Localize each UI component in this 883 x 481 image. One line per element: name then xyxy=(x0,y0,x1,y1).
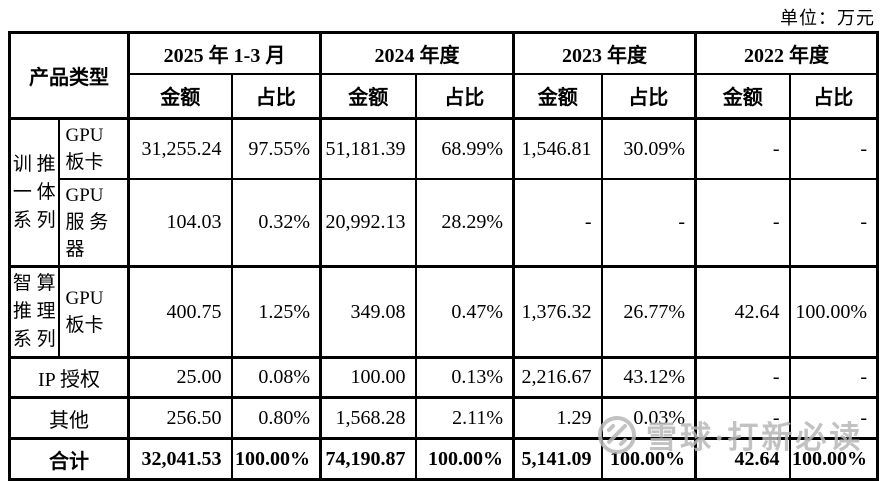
value-cell: 0.80% xyxy=(230,396,322,440)
header-ratio: 占比 xyxy=(414,72,515,120)
value-cell: 1.25% xyxy=(230,265,322,359)
row-label-other: 其他 xyxy=(8,396,130,440)
header-period-2022: 2022 年度 xyxy=(694,31,879,75)
value-cell: 100.00% xyxy=(230,437,322,481)
value-cell: 100.00 xyxy=(319,356,417,399)
value-cell: - xyxy=(694,178,791,268)
header-period-2024: 2024 年度 xyxy=(319,31,515,75)
value-cell: - xyxy=(600,178,697,268)
value-cell: - xyxy=(694,117,791,180)
value-cell: 32,041.53 xyxy=(127,437,233,481)
value-cell: 0.47% xyxy=(414,265,515,359)
value-cell: 68.99% xyxy=(414,117,515,180)
value-cell: 42.64 xyxy=(694,437,791,481)
value-cell: 31,255.24 xyxy=(127,117,233,180)
unit-label: 单位：万元 xyxy=(780,8,875,28)
value-cell: 400.75 xyxy=(127,265,233,359)
value-cell: 2.11% xyxy=(414,396,515,440)
value-cell: 104.03 xyxy=(127,178,233,268)
value-cell: 28.29% xyxy=(414,178,515,268)
value-cell: 100.00% xyxy=(788,437,879,481)
value-cell: 0.03% xyxy=(600,396,697,440)
value-cell: 100.00% xyxy=(600,437,697,481)
value-cell: 256.50 xyxy=(127,396,233,440)
value-cell: 0.32% xyxy=(230,178,322,268)
value-cell: 5,141.09 xyxy=(512,437,603,481)
value-cell: - xyxy=(694,356,791,399)
row-label-total: 合计 xyxy=(8,437,130,481)
value-cell: 100.00% xyxy=(788,265,879,359)
value-cell: - xyxy=(788,178,879,268)
row-product-label: GPU 板卡 xyxy=(57,117,130,180)
row-product-label: GPU 板卡 xyxy=(57,265,130,359)
header-period-2023: 2023 年度 xyxy=(512,31,697,75)
header-ratio: 占比 xyxy=(600,72,697,120)
header-amount: 金额 xyxy=(694,72,791,120)
value-cell: - xyxy=(694,396,791,440)
value-cell: 1,568.28 xyxy=(319,396,417,440)
header-amount: 金额 xyxy=(512,72,603,120)
value-cell: 0.08% xyxy=(230,356,322,399)
value-cell: 1,376.32 xyxy=(512,265,603,359)
value-cell: 20,992.13 xyxy=(319,178,417,268)
value-cell: 1.29 xyxy=(512,396,603,440)
row-product-label: GPU 服 务 器 xyxy=(57,178,130,268)
header-period-2025: 2025 年 1-3 月 xyxy=(126,31,322,75)
value-cell: 1,546.81 xyxy=(512,117,603,180)
header-amount: 金额 xyxy=(127,72,233,120)
row-label-ip: IP 授权 xyxy=(8,356,130,399)
value-cell: - xyxy=(788,356,879,399)
value-cell: - xyxy=(788,117,879,180)
value-cell: 42.64 xyxy=(694,265,791,359)
value-cell: 30.09% xyxy=(600,117,697,180)
header-ratio: 占比 xyxy=(230,72,322,120)
value-cell: - xyxy=(512,178,603,268)
value-cell: - xyxy=(788,396,879,440)
value-cell: 97.55% xyxy=(230,117,322,180)
value-cell: 51,181.39 xyxy=(319,117,417,180)
value-cell: 349.08 xyxy=(319,265,417,359)
header-product-type: 产品类型 xyxy=(8,31,130,120)
value-cell: 25.00 xyxy=(127,356,233,399)
value-cell: 43.12% xyxy=(600,356,697,399)
row-group-label: 训 推 一 体 系 列 xyxy=(8,117,60,268)
value-cell: 100.00% xyxy=(414,437,515,481)
product-revenue-table: 产品类型 2025 年 1-3 月 2024 年度 2023 年度 2022 年… xyxy=(8,31,880,481)
header-ratio: 占比 xyxy=(788,72,879,120)
value-cell: 2,216.67 xyxy=(512,356,603,399)
header-amount: 金额 xyxy=(319,72,417,120)
value-cell: 0.13% xyxy=(414,356,515,399)
row-group-label: 智 算 推 理 系 列 xyxy=(8,265,60,359)
value-cell: 74,190.87 xyxy=(319,437,417,481)
value-cell: 26.77% xyxy=(600,265,697,359)
